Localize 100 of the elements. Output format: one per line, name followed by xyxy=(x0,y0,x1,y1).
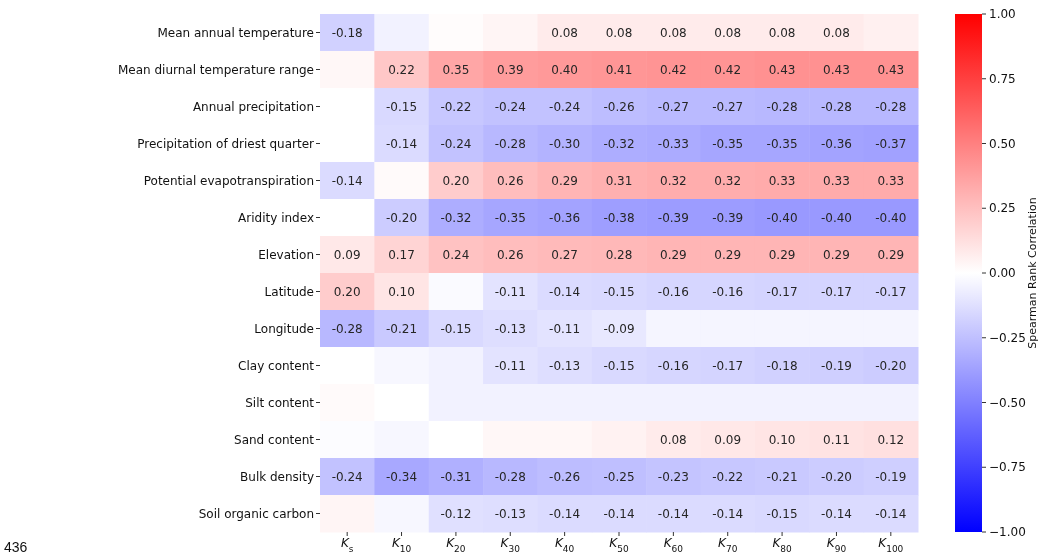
data-label: 0.33 xyxy=(877,173,905,188)
data-label: -0.12 xyxy=(440,506,472,521)
x-tick-label: K$_{100}$ xyxy=(878,536,904,554)
data-label: 0.39 xyxy=(496,62,524,77)
data-label: -0.28 xyxy=(820,99,852,114)
data-label: -0.39 xyxy=(712,210,744,225)
data-label: -0.35 xyxy=(712,136,744,151)
data-label: 0.29 xyxy=(877,247,905,262)
data-label: -0.14 xyxy=(386,136,418,151)
y-tick-label: Potential evapotranspiration xyxy=(143,173,314,188)
data-label: 0.40 xyxy=(551,62,578,77)
color-bar-label: −0.75 xyxy=(989,460,1026,475)
data-label: -0.27 xyxy=(657,99,689,114)
data-label: -0.11 xyxy=(494,284,526,299)
data-label: 0.08 xyxy=(823,25,850,40)
data-label: 0.43 xyxy=(823,62,850,77)
data-label: -0.40 xyxy=(820,210,852,225)
data-label: -0.36 xyxy=(820,136,852,151)
x-tick-label: K$_{60}$ xyxy=(663,536,684,554)
color-bar-label: −0.50 xyxy=(989,395,1026,410)
data-label: -0.14 xyxy=(549,506,581,521)
data-label: 0.22 xyxy=(388,62,415,77)
data-label: 0.32 xyxy=(660,173,687,188)
data-label: -0.11 xyxy=(549,321,581,336)
data-label: -0.09 xyxy=(603,321,635,336)
color-bar-label: −1.00 xyxy=(989,525,1026,540)
data-label: -0.16 xyxy=(657,358,689,373)
data-label: -0.18 xyxy=(766,358,798,373)
y-tick-label: Longitude xyxy=(254,321,314,336)
data-label: -0.20 xyxy=(386,210,418,225)
data-label: -0.28 xyxy=(494,136,526,151)
color-bar-label: 0.75 xyxy=(989,71,1016,86)
data-label: -0.19 xyxy=(875,469,907,484)
data-label: -0.13 xyxy=(494,321,526,336)
data-label: -0.24 xyxy=(549,99,581,114)
data-label: -0.15 xyxy=(766,506,798,521)
data-label: -0.15 xyxy=(603,358,635,373)
x-tick-label: K$_{80}$ xyxy=(772,536,793,554)
data-label: 0.08 xyxy=(714,25,742,40)
data-label: 0.08 xyxy=(605,25,633,40)
data-label: 0.33 xyxy=(768,173,796,188)
data-label: -0.17 xyxy=(820,284,852,299)
data-label: 0.33 xyxy=(823,173,850,188)
x-tick-label: K$_{70}$ xyxy=(718,536,738,554)
data-label: -0.35 xyxy=(766,136,798,151)
data-label: -0.33 xyxy=(657,136,689,151)
data-label: 0.09 xyxy=(333,247,361,262)
data-label: -0.22 xyxy=(712,469,744,484)
y-tick-label: Mean annual temperature xyxy=(157,25,314,40)
data-label: -0.15 xyxy=(603,284,635,299)
data-label: -0.18 xyxy=(331,25,363,40)
y-tick-label: Annual precipitation xyxy=(192,99,314,114)
data-label: -0.31 xyxy=(440,469,472,484)
y-tick-label: Soil organic carbon xyxy=(198,506,314,521)
data-label: 0.35 xyxy=(442,62,470,77)
data-label: -0.27 xyxy=(712,99,744,114)
data-label: 0.31 xyxy=(605,173,633,188)
data-label: -0.28 xyxy=(875,99,907,114)
y-tick-label: Latitude xyxy=(264,284,314,299)
data-label: 0.29 xyxy=(768,247,796,262)
data-label: -0.14 xyxy=(603,506,635,521)
data-label: -0.13 xyxy=(494,506,526,521)
data-label: -0.22 xyxy=(440,99,472,114)
data-label: -0.32 xyxy=(440,210,472,225)
data-label: -0.21 xyxy=(386,321,418,336)
y-tick-label: Aridity index xyxy=(238,210,314,225)
data-label: -0.40 xyxy=(766,210,798,225)
data-label: 0.20 xyxy=(333,284,361,299)
data-label: 0.28 xyxy=(605,247,633,262)
color-bar-title: Spearman Rank Correlation xyxy=(1026,197,1039,349)
data-label: -0.28 xyxy=(494,469,526,484)
data-label: -0.17 xyxy=(875,284,907,299)
data-label: -0.26 xyxy=(603,99,635,114)
color-bar-label: 0.50 xyxy=(989,136,1016,151)
color-bar-label: 0.00 xyxy=(989,266,1016,281)
x-tick-label: K$_{20}$ xyxy=(446,536,466,554)
data-label: 0.43 xyxy=(768,62,796,77)
data-label: -0.20 xyxy=(820,469,852,484)
data-label: 0.29 xyxy=(551,173,578,188)
data-label: 0.26 xyxy=(496,247,524,262)
data-label: -0.24 xyxy=(440,136,472,151)
data-label: -0.39 xyxy=(657,210,689,225)
data-label: -0.16 xyxy=(712,284,744,299)
y-tick-label: Clay content xyxy=(238,358,315,373)
data-label: -0.24 xyxy=(331,469,363,484)
y-tick-label: Elevation xyxy=(258,247,314,262)
data-label: 0.20 xyxy=(442,173,470,188)
data-label: -0.35 xyxy=(494,210,526,225)
data-label: 0.42 xyxy=(660,62,687,77)
data-label: -0.13 xyxy=(549,358,581,373)
y-tick-label: Sand content xyxy=(234,432,315,447)
data-label: -0.28 xyxy=(331,321,363,336)
data-label: -0.17 xyxy=(712,358,744,373)
data-label: 0.29 xyxy=(714,247,742,262)
data-label: -0.14 xyxy=(549,284,581,299)
y-tick-label: Bulk density xyxy=(240,469,314,484)
x-tick-label: K$_{50}$ xyxy=(609,536,629,554)
data-label: -0.14 xyxy=(820,506,852,521)
data-label: -0.28 xyxy=(766,99,798,114)
data-label: 0.29 xyxy=(660,247,687,262)
